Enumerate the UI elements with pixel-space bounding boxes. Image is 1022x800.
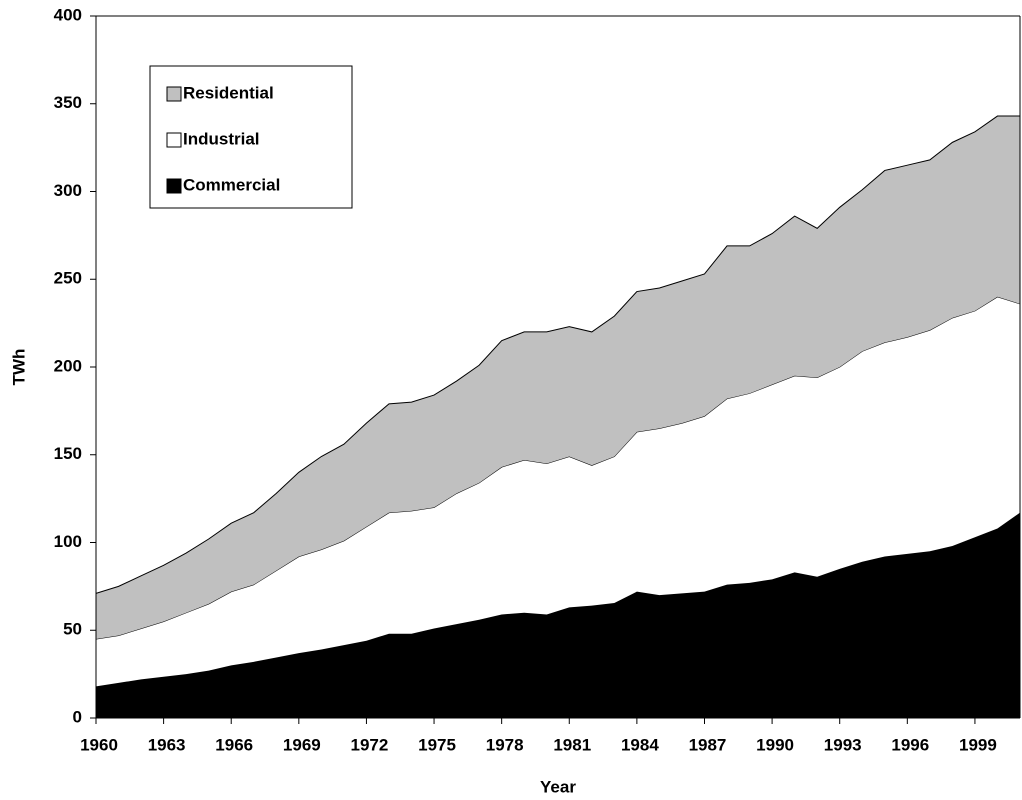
- y-tick-label: 350: [54, 93, 82, 112]
- x-tick-label: 1960: [80, 735, 118, 754]
- x-tick-label: 1966: [215, 735, 253, 754]
- legend-box: [149, 65, 353, 209]
- x-tick-label: 1984: [621, 735, 659, 754]
- x-tick-label: 1975: [418, 735, 456, 754]
- y-tick-label: 300: [54, 181, 82, 200]
- x-tick-label: 1963: [148, 735, 186, 754]
- area: [96, 116, 1020, 640]
- x-tick-label: 1999: [959, 735, 997, 754]
- legend-label: Residential: [183, 83, 274, 102]
- x-tick-label: 1996: [891, 735, 929, 754]
- legend-swatch: [166, 178, 182, 194]
- legend: Residential Industrial Commercial: [149, 65, 353, 209]
- y-tick-label: 150: [54, 444, 82, 463]
- x-tick-label: 1981: [553, 735, 591, 754]
- x-tick-label: 1978: [486, 735, 524, 754]
- x-tick-label: 1969: [283, 735, 321, 754]
- y-tick-label: 400: [54, 5, 82, 24]
- x-axis-label: Year: [540, 777, 576, 796]
- y-tick-label: 0: [73, 707, 82, 726]
- area: [96, 296, 1020, 687]
- x-tick-label: 1990: [756, 735, 794, 754]
- area: [96, 512, 1020, 718]
- y-tick-label: 50: [63, 620, 82, 639]
- y-tick-label: 200: [54, 356, 82, 375]
- legend-swatch: [166, 132, 182, 148]
- x-tick-label: 1993: [824, 735, 862, 754]
- x-tick-label: 1972: [351, 735, 389, 754]
- y-tick-label: 100: [54, 532, 82, 551]
- y-tick-label: 250: [54, 269, 82, 288]
- x-tick-label: 1987: [689, 735, 727, 754]
- area-edge: [95, 115, 1020, 594]
- legend-label: Commercial: [183, 175, 280, 194]
- y-axis-label: TWh: [9, 349, 28, 386]
- legend-label: Industrial: [183, 129, 260, 148]
- legend-swatch: [166, 86, 182, 102]
